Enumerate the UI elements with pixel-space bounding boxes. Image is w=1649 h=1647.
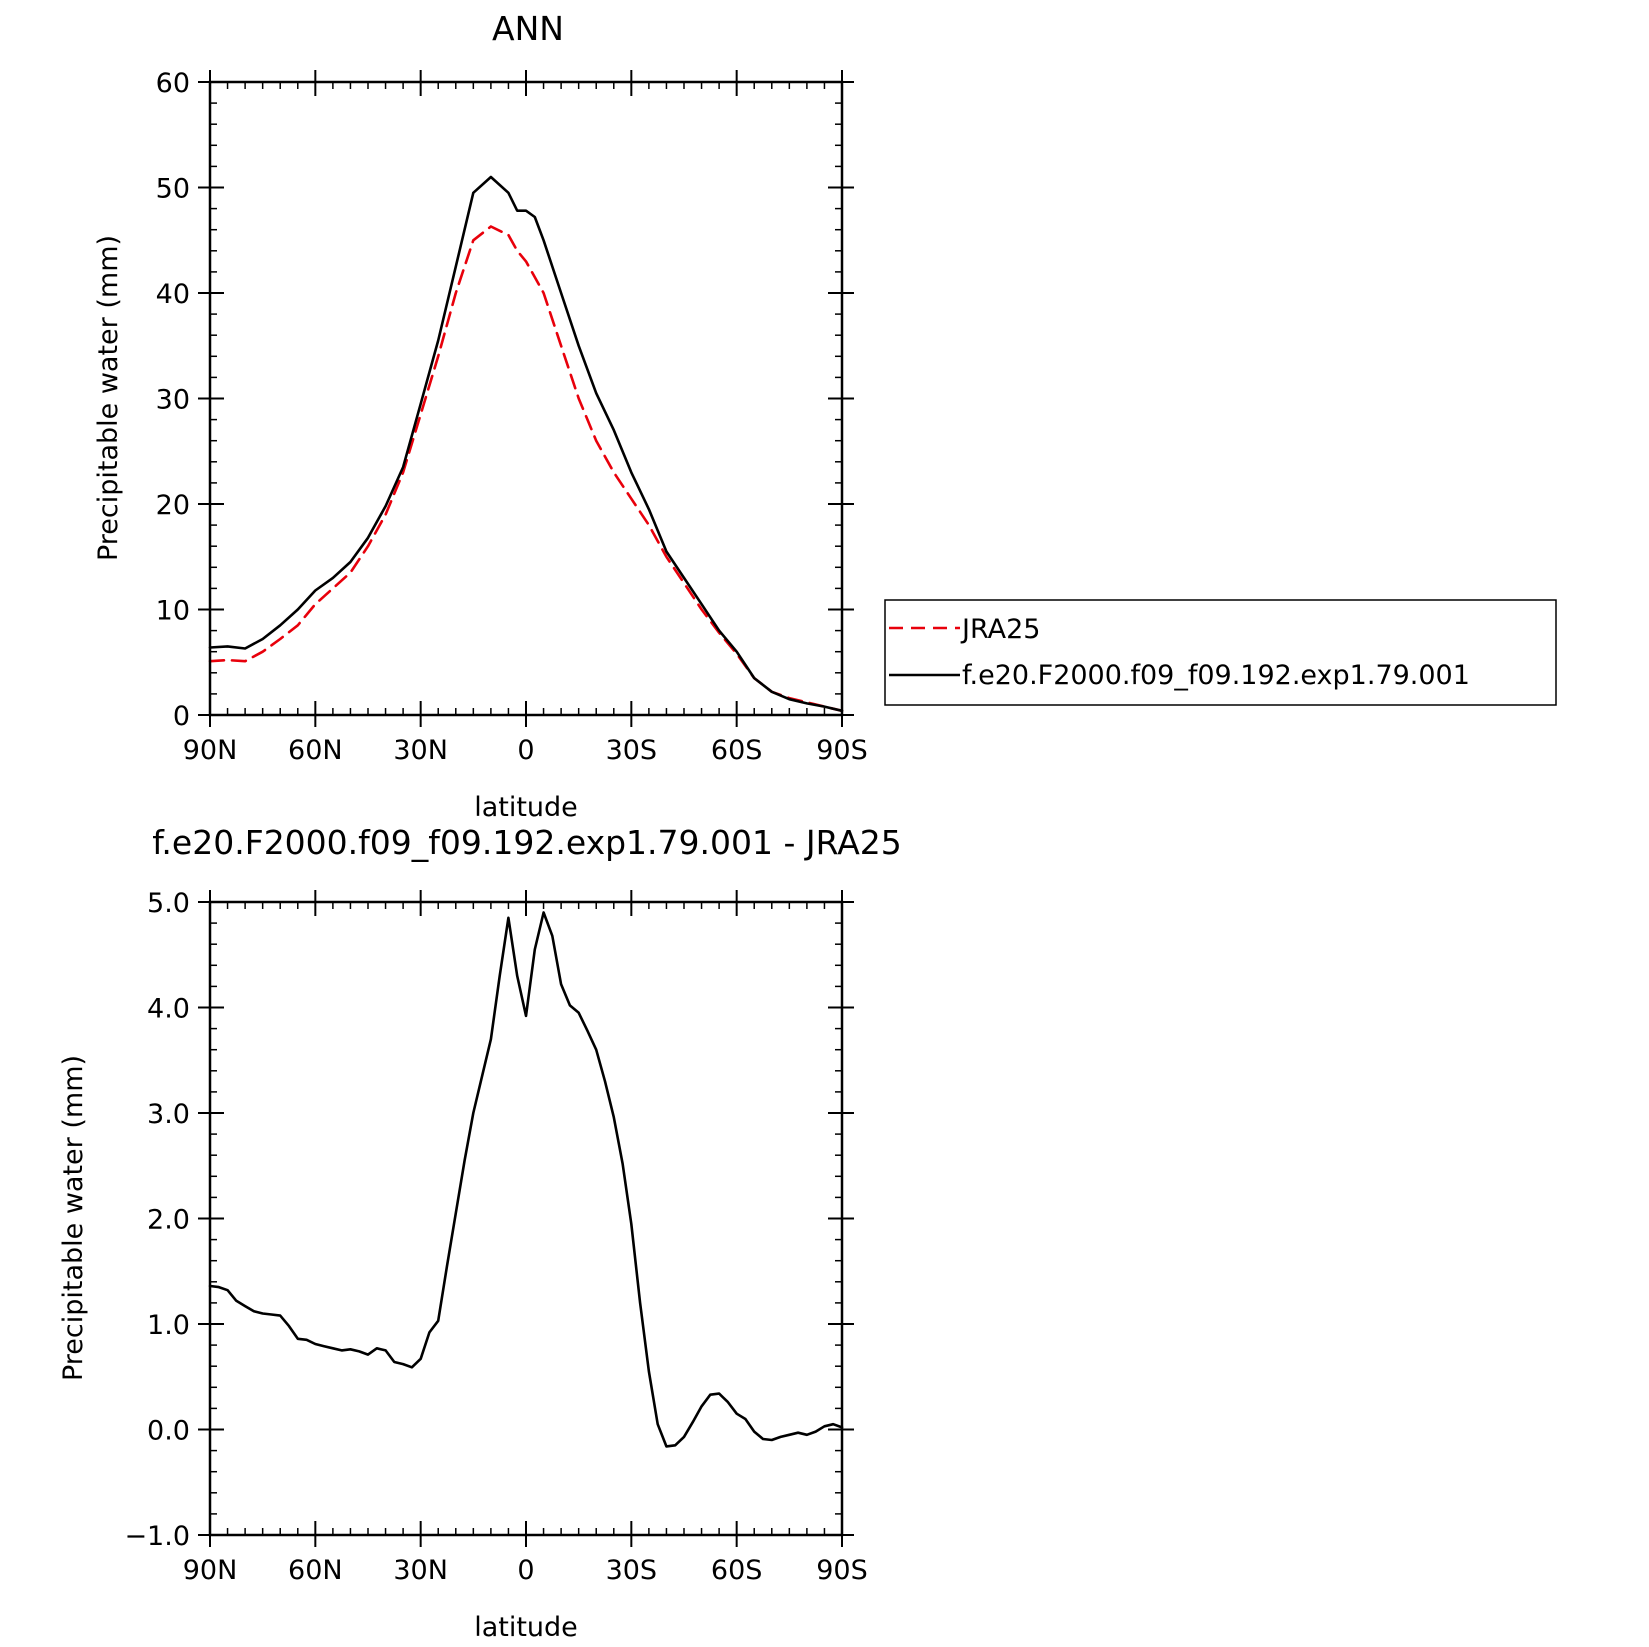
chart-title-bottom: f.e20.F2000.f09_f09.192.exp1.79.001 - JR… xyxy=(152,823,902,862)
y-tick-label: 4.0 xyxy=(147,994,190,1025)
x-tick-labels-top: 90N 60N 30N 0 30S 60S 90S xyxy=(183,735,868,766)
x-axis-label-bottom: latitude xyxy=(474,1612,578,1643)
legend: JRA25 f.e20.F2000.f09_f09.192.exp1.79.00… xyxy=(884,599,1557,706)
y-tick-label: 40 xyxy=(156,279,190,310)
x-tick-label: 90N xyxy=(183,1555,238,1586)
y-tick-labels-top: 0 10 20 30 40 50 60 xyxy=(156,68,190,732)
x-tick-label: 30N xyxy=(393,1555,448,1586)
y-axis-label-top: Precipitable water (mm) xyxy=(93,235,124,561)
x-tick-label: 60S xyxy=(711,1555,763,1586)
y-tick-label: 1.0 xyxy=(147,1310,190,1341)
legend-box xyxy=(884,599,1557,706)
y-tick-label: 3.0 xyxy=(147,1099,190,1130)
y-tick-label: 2.0 xyxy=(147,1205,190,1236)
x-tick-label: 30N xyxy=(393,735,448,766)
y-tick-label: 60 xyxy=(156,68,190,99)
plot-frame-bottom xyxy=(208,900,844,1537)
chart-title-top: ANN xyxy=(492,9,564,48)
x-tick-label: 0 xyxy=(517,735,534,766)
y-tick-label: −1.0 xyxy=(124,1521,190,1552)
x-tick-label: 60S xyxy=(711,735,763,766)
y-tick-label: 50 xyxy=(156,174,190,205)
series-layer-top xyxy=(208,175,844,713)
legend-label-jra25: JRA25 xyxy=(960,614,1040,645)
legend-label-model: f.e20.F2000.f09_f09.192.exp1.79.001 xyxy=(962,660,1470,691)
chart-panel-top: ANN 90N 60N 30N 0 30S 60S 90S 0 10 20 30 40 50 60 la… xyxy=(93,9,868,823)
y-tick-label: 0.0 xyxy=(147,1416,190,1447)
series-line-bottom-0 xyxy=(208,911,844,1448)
plot-frame-top xyxy=(208,80,844,717)
x-tick-label: 90S xyxy=(816,1555,868,1586)
chart-panel-bottom: f.e20.F2000.f09_f09.192.exp1.79.001 - JR… xyxy=(58,823,902,1643)
x-axis-label-top: latitude xyxy=(474,792,578,823)
series-line-top-0 xyxy=(208,225,844,713)
x-tick-label: 90N xyxy=(183,735,238,766)
y-tick-label: 0 xyxy=(173,701,190,732)
y-tick-label: 5.0 xyxy=(147,888,190,919)
series-layer-bottom xyxy=(208,911,844,1448)
x-tick-label: 60N xyxy=(288,1555,343,1586)
x-tick-label: 0 xyxy=(517,1555,534,1586)
y-tick-label: 20 xyxy=(156,490,190,521)
tick-marks-bottom xyxy=(198,890,854,1547)
y-tick-label: 30 xyxy=(156,385,190,416)
tick-marks-top xyxy=(198,70,854,727)
x-tick-label: 30S xyxy=(606,1555,658,1586)
y-tick-labels-bottom: −1.0 0.0 1.0 2.0 3.0 4.0 5.0 xyxy=(124,888,190,1552)
series-line-top-1 xyxy=(208,175,844,713)
x-tick-label: 30S xyxy=(606,735,658,766)
x-tick-label: 60N xyxy=(288,735,343,766)
y-axis-label-bottom: Precipitable water (mm) xyxy=(58,1055,89,1381)
y-tick-label: 10 xyxy=(156,596,190,627)
x-tick-label: 90S xyxy=(816,735,868,766)
x-tick-labels-bottom: 90N 60N 30N 0 30S 60S 90S xyxy=(183,1555,868,1586)
